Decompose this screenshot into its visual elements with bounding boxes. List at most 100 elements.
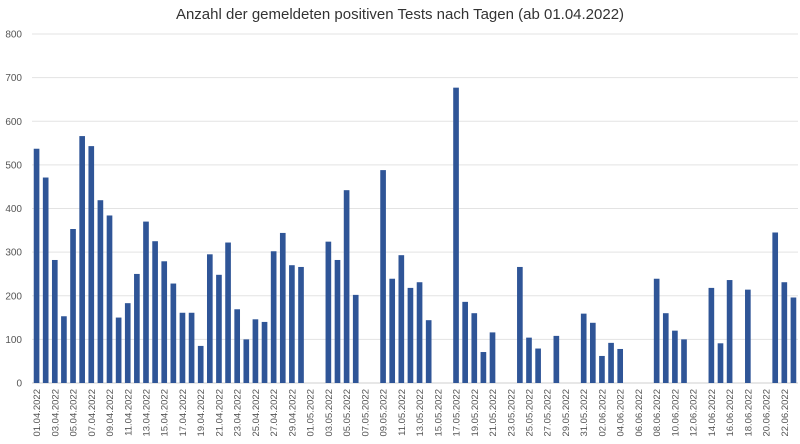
bar-21.05.2022: [489, 332, 496, 383]
bar-16.04.2022: [170, 283, 177, 383]
bar-24.04.2022: [243, 339, 250, 383]
bar-10.05.2022: [389, 278, 396, 383]
bar-13.05.2022: [416, 282, 423, 383]
bar-10.04.2022: [115, 317, 122, 383]
x-tick-label: 01.05.2022: [306, 389, 317, 437]
bar-20.04.2022: [206, 254, 213, 383]
x-tick-label: 05.04.2022: [69, 389, 80, 437]
bar-12.04.2022: [134, 273, 140, 383]
x-tick-label: 15.05.2022: [433, 389, 444, 437]
bar-25.05.2022: [526, 337, 532, 383]
x-tick-label: 05.05.2022: [342, 389, 353, 437]
x-tick-label: 13.05.2022: [415, 389, 426, 437]
bar-25.04.2022: [252, 319, 259, 383]
bar-12.05.2022: [407, 287, 414, 383]
bar-23.04.2022: [234, 309, 241, 383]
bar-05.05.2022: [343, 190, 350, 383]
y-tick-label: 200: [5, 291, 22, 302]
x-tick-label: 13.04.2022: [141, 389, 152, 437]
bar-01.04.2022: [33, 148, 40, 383]
y-tick-label: 0: [16, 379, 22, 390]
x-tick-label: 03.05.2022: [324, 389, 335, 437]
bar-08.04.2022: [97, 200, 104, 383]
x-tick-label: 06.06.2022: [634, 389, 645, 437]
x-tick-label: 23.04.2022: [233, 389, 244, 437]
x-tick-label: 11.04.2022: [123, 389, 134, 436]
bar-22.06.2022: [781, 282, 788, 383]
x-tick-label: 08.06.2022: [652, 389, 663, 437]
bar-13.04.2022: [143, 221, 149, 383]
bar-28.04.2022: [279, 232, 286, 383]
x-tick-label: 02.06.2022: [597, 389, 608, 437]
bar-19.04.2022: [197, 345, 204, 383]
bar-03.06.2022: [608, 342, 614, 383]
bar-19.05.2022: [471, 313, 478, 383]
bar-11.05.2022: [398, 255, 405, 383]
x-tick-label: 21.04.2022: [214, 389, 225, 437]
x-tick-label: 25.04.2022: [251, 389, 262, 437]
bar-07.04.2022: [88, 146, 95, 383]
x-tick-label: 29.04.2022: [287, 389, 298, 437]
x-tick-label: 09.05.2022: [379, 389, 390, 437]
x-tick-label: 31.05.2022: [579, 389, 590, 437]
bar-08.06.2022: [653, 278, 660, 383]
bar-06.05.2022: [352, 294, 359, 383]
x-tick-label: 14.06.2022: [707, 389, 718, 437]
bar-09.05.2022: [380, 170, 386, 383]
bar-26.05.2022: [535, 348, 541, 383]
bar-02.04.2022: [42, 177, 49, 383]
bar-14.06.2022: [708, 287, 715, 383]
x-tick-label: 19.05.2022: [470, 389, 481, 437]
x-tick-label: 17.04.2022: [178, 389, 189, 437]
x-tick-label: 20.06.2022: [762, 389, 773, 437]
bar-26.04.2022: [261, 321, 268, 383]
y-tick-label: 700: [5, 73, 22, 84]
x-tick-label: 27.04.2022: [269, 389, 280, 437]
y-tick-label: 600: [5, 117, 22, 128]
x-tick-label: 23.05.2022: [506, 389, 517, 437]
x-tick-label: 22.06.2022: [780, 389, 791, 437]
bar-20.05.2022: [480, 352, 487, 383]
x-tick-label: 19.04.2022: [196, 389, 207, 437]
y-tick-label: 300: [5, 248, 22, 259]
y-axis-ticks: 0 100 200 300 400 500 600 700 800: [5, 30, 22, 390]
x-tick-label: 07.04.2022: [87, 389, 98, 437]
bar-23.06.2022: [790, 297, 797, 383]
x-tick-label: 01.04.2022: [32, 389, 43, 437]
bar-11.06.2022: [681, 339, 687, 383]
x-axis-ticks: 01.04.2022 03.04.2022 05.04.2022 07.04.2022…: [32, 389, 791, 437]
bar-01.06.2022: [589, 322, 596, 383]
x-tick-label: 21.05.2022: [488, 389, 499, 437]
bar-04.05.2022: [334, 259, 341, 383]
bar-15.04.2022: [161, 261, 168, 383]
bar-28.05.2022: [553, 335, 560, 383]
bar-30.04.2022: [298, 266, 304, 383]
bar-04.06.2022: [617, 348, 624, 383]
bar-03.04.2022: [51, 259, 58, 383]
bar-27.04.2022: [270, 251, 277, 383]
bar-05.04.2022: [70, 229, 76, 383]
x-tick-label: 18.06.2022: [743, 389, 754, 437]
bar-09.04.2022: [106, 215, 113, 383]
bar-18.05.2022: [462, 301, 468, 383]
bar-14.05.2022: [425, 320, 432, 383]
bar-17.05.2022: [453, 87, 459, 383]
x-tick-label: 16.06.2022: [725, 389, 736, 437]
bar-21.04.2022: [216, 274, 222, 383]
bar-06.04.2022: [79, 136, 85, 383]
bar-22.04.2022: [225, 242, 231, 383]
x-tick-label: 12.06.2022: [689, 389, 700, 437]
x-tick-label: 09.04.2022: [105, 389, 116, 437]
bar-18.06.2022: [745, 289, 751, 383]
x-tick-label: 10.06.2022: [670, 389, 681, 437]
x-tick-label: 11.05.2022: [397, 389, 408, 436]
bar-16.06.2022: [726, 280, 733, 383]
x-tick-label: 03.04.2022: [50, 389, 61, 437]
grid-lines: [32, 33, 798, 384]
y-tick-label: 400: [5, 204, 22, 215]
bar-29.04.2022: [289, 265, 295, 383]
bar-04.04.2022: [61, 316, 67, 383]
chart-title: Anzahl der gemeldeten positiven Tests na…: [175, 6, 625, 23]
y-tick-label: 500: [5, 160, 22, 171]
